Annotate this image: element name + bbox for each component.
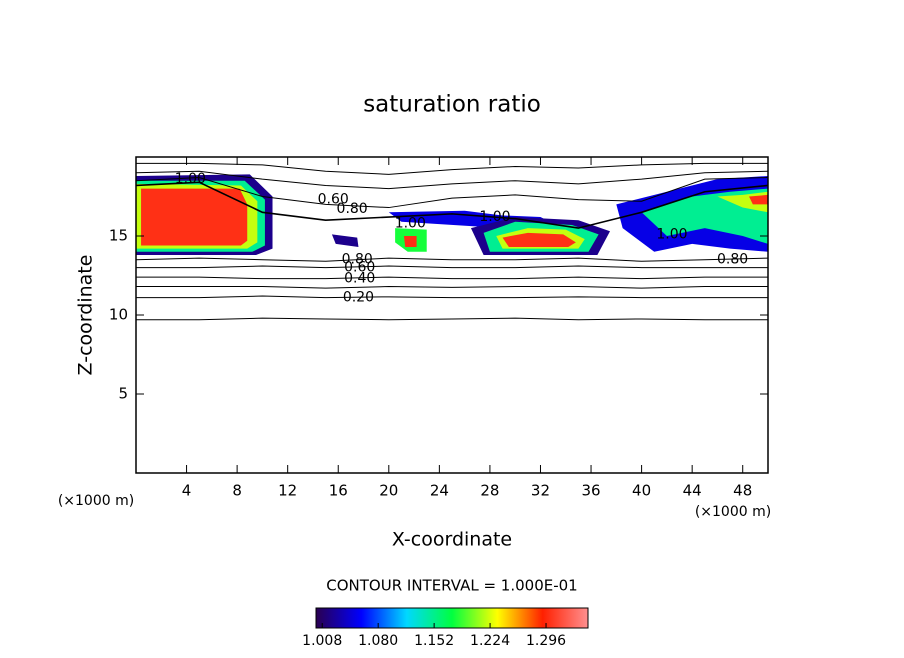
contour-label: 1.00 xyxy=(656,226,687,242)
colorbar-tick-label: 1.224 xyxy=(470,633,510,649)
x-tick-label: 48 xyxy=(733,482,752,500)
x-axis-label: X-coordinate xyxy=(392,529,512,551)
saturation-region xyxy=(403,236,417,248)
contour-line xyxy=(136,276,768,280)
saturation-region xyxy=(502,232,576,248)
x-tick-label: 8 xyxy=(232,482,242,500)
contour-line xyxy=(136,162,768,175)
contour-line xyxy=(136,317,768,321)
saturation-region xyxy=(141,188,248,246)
chart-title: saturation ratio xyxy=(363,92,541,118)
y-tick-label: 15 xyxy=(109,227,128,245)
y-tick-label: 10 xyxy=(109,306,128,324)
x-tick-label: 20 xyxy=(379,482,398,500)
y-tick-label: 5 xyxy=(118,385,128,403)
contour-label: 0.60 xyxy=(318,192,349,208)
colorbar xyxy=(315,607,589,629)
contour-label: 1.00 xyxy=(395,215,426,231)
x-tick-label: 36 xyxy=(581,482,600,500)
x-tick-label: 32 xyxy=(531,482,550,500)
contour-label: 0.40 xyxy=(344,271,375,287)
colorbar-tick-label: 1.152 xyxy=(414,633,454,649)
y-axis-unit: (×1000 m) xyxy=(58,493,134,509)
saturation-region xyxy=(749,194,768,205)
colorbar-tick-label: 1.296 xyxy=(526,633,566,649)
x-axis-unit: (×1000 m) xyxy=(695,504,771,520)
colorbar-tick-label: 1.080 xyxy=(358,633,398,649)
saturation-region xyxy=(331,234,359,248)
contour-interval: CONTOUR INTERVAL = 1.000E-01 xyxy=(326,577,577,595)
x-tick-label: 16 xyxy=(329,482,348,500)
contour-label: 0.80 xyxy=(717,252,748,268)
contour-label: 0.80 xyxy=(337,201,368,217)
y-axis-label: Z-coordinate xyxy=(75,255,97,376)
contour-label: 1.00 xyxy=(479,209,510,225)
contour-label: 0.80 xyxy=(342,252,373,268)
contour-label: 0.60 xyxy=(344,260,375,276)
contour-line xyxy=(136,170,768,190)
contour-field xyxy=(136,162,768,321)
x-tick-label: 4 xyxy=(182,482,192,500)
contour-line xyxy=(136,286,768,289)
contour-line xyxy=(136,265,768,269)
contour-label: 0.20 xyxy=(343,290,374,306)
contour-label: 1.00 xyxy=(175,171,206,187)
colorbar-tick-label: 1.008 xyxy=(302,633,342,649)
x-tick-label: 12 xyxy=(278,482,297,500)
contour-line xyxy=(136,257,768,262)
contour-line xyxy=(136,295,768,299)
x-tick-label: 40 xyxy=(632,482,651,500)
contour-line xyxy=(136,177,768,209)
x-tick-label: 44 xyxy=(683,482,702,500)
x-tick-label: 24 xyxy=(430,482,449,500)
contour-line xyxy=(136,181,768,229)
x-tick-label: 28 xyxy=(480,482,499,500)
